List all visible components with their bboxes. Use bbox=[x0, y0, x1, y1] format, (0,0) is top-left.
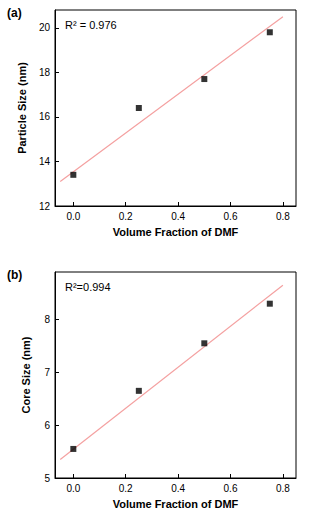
svg-text:0.6: 0.6 bbox=[224, 211, 238, 222]
svg-text:Core Size (nm): Core Size (nm) bbox=[20, 336, 32, 413]
svg-text:0.6: 0.6 bbox=[224, 483, 238, 494]
svg-text:18: 18 bbox=[39, 67, 51, 78]
svg-text:R² = 0.976: R² = 0.976 bbox=[65, 19, 117, 31]
svg-text:0.8: 0.8 bbox=[276, 211, 290, 222]
svg-text:0.0: 0.0 bbox=[66, 211, 80, 222]
svg-text:R²=0.994: R²=0.994 bbox=[65, 281, 111, 293]
svg-text:Particle Size (nm): Particle Size (nm) bbox=[16, 62, 28, 154]
svg-text:16: 16 bbox=[39, 111, 51, 122]
svg-text:Volume Fraction of DMF: Volume Fraction of DMF bbox=[113, 498, 239, 510]
svg-text:5: 5 bbox=[44, 473, 50, 484]
svg-text:14: 14 bbox=[39, 156, 51, 167]
svg-text:0.8: 0.8 bbox=[276, 483, 290, 494]
svg-text:20: 20 bbox=[39, 22, 51, 33]
svg-text:12: 12 bbox=[39, 201, 51, 212]
svg-text:Volume Fraction of DMF: Volume Fraction of DMF bbox=[113, 226, 239, 238]
svg-text:0.0: 0.0 bbox=[66, 483, 80, 494]
svg-text:8: 8 bbox=[44, 314, 50, 325]
svg-text:7: 7 bbox=[44, 367, 50, 378]
svg-text:(a): (a) bbox=[7, 6, 22, 20]
svg-text:0.2: 0.2 bbox=[119, 211, 133, 222]
svg-text:0.4: 0.4 bbox=[171, 211, 185, 222]
svg-text:0.2: 0.2 bbox=[119, 483, 133, 494]
svg-text:(b): (b) bbox=[7, 268, 22, 282]
svg-text:6: 6 bbox=[44, 420, 50, 431]
svg-text:0.4: 0.4 bbox=[171, 483, 185, 494]
